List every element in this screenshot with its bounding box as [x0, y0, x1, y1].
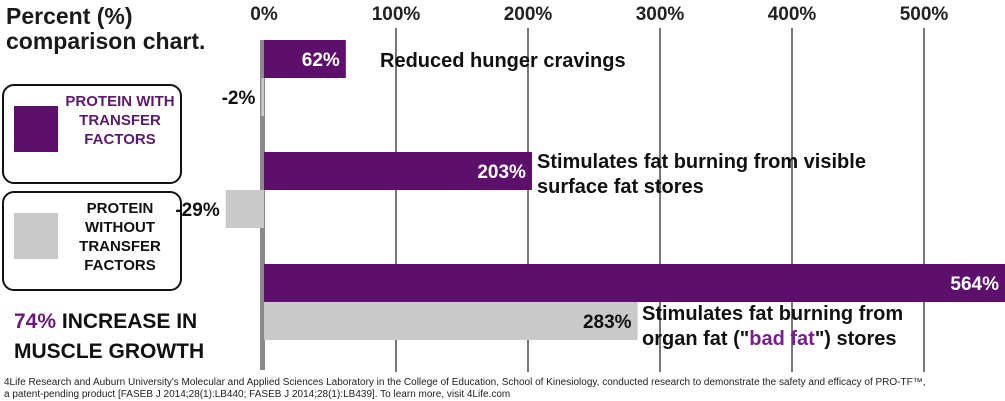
bar-without — [264, 302, 638, 340]
footnote: 4Life Research and Auburn University's M… — [4, 377, 1004, 401]
bar-value-label: -2% — [222, 88, 256, 109]
x-tick-label: 0% — [250, 4, 278, 25]
bar-without — [225, 190, 264, 228]
bar-value-label: 564% — [950, 274, 999, 295]
bar-with — [264, 40, 346, 78]
callout-text: INCREASE IN MUSCLE GROWTH — [14, 310, 205, 363]
footnote-line-2: a patent-pending product [FASEB J 2014;2… — [4, 389, 511, 400]
category-label: Stimulates fat burning from visible surfa… — [537, 151, 866, 198]
bar-without — [261, 78, 264, 116]
callout-percent: 74% — [14, 310, 57, 333]
x-tick-label: 100% — [372, 4, 421, 25]
category-label: Stimulates fat burning from organ fat ("b… — [642, 303, 903, 350]
legend-swatch-without — [14, 213, 58, 259]
bar-with — [264, 152, 532, 190]
bar-value-label: 203% — [477, 162, 526, 183]
x-tick-label: 300% — [636, 4, 685, 25]
bar-value-label: 62% — [302, 50, 340, 71]
bar-with — [264, 264, 1005, 302]
footnote-line-1: 4Life Research and Auburn University's M… — [4, 377, 926, 388]
x-tick-label: 500% — [900, 4, 949, 25]
bar-chart: 0% 100% 200% 300% 400% 500% 62% 203% 564% -2% -29%… — [175, 4, 1005, 372]
legend-item-with: PROTEIN WITH TRANSFER FACTORS — [2, 84, 182, 184]
legend-swatch-with — [14, 106, 58, 152]
x-tick-label: 200% — [504, 4, 553, 25]
x-tick-label: 400% — [768, 4, 817, 25]
bar-value-label: 283% — [583, 312, 632, 333]
bar-value-label: -29% — [175, 200, 219, 221]
legend-label-with: PROTEIN WITH TRANSFER FACTORS — [65, 93, 175, 148]
chart-title: Percent (%) comparison chart. — [6, 3, 206, 54]
category-label: Reduced hunger cravings — [380, 50, 626, 72]
legend-label-without: PROTEIN WITHOUT TRANSFER FACTORS — [79, 200, 161, 274]
muscle-growth-callout: 74% INCREASE IN MUSCLE GROWTH — [14, 307, 254, 367]
legend-item-without: PROTEIN WITHOUT TRANSFER FACTORS — [2, 191, 182, 291]
